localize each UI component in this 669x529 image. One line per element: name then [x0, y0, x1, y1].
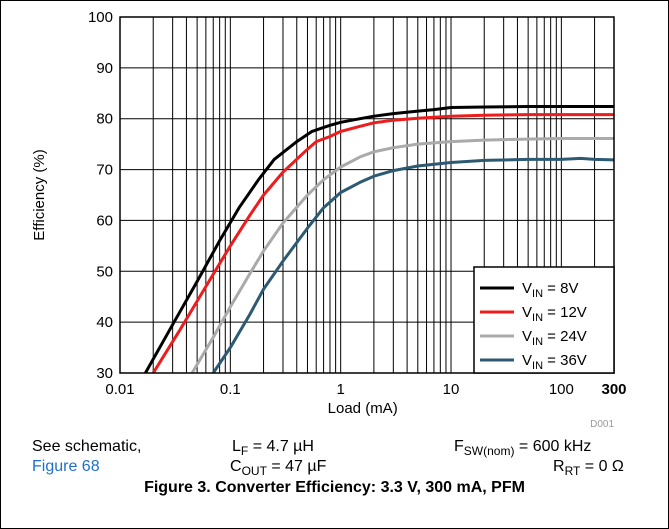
rt-resistor-value: RRT = 0 Ω [553, 458, 624, 478]
switching-frequency-value: FSW(nom) = 600 kHz [454, 438, 592, 458]
legend-label-4: VIN = 36V [522, 352, 587, 372]
x-tick-label: 0.1 [220, 381, 241, 398]
series-line-4 [211, 156, 614, 373]
lf-symbol: L [232, 438, 241, 455]
inductor-value: LF = 4.7 µH [232, 438, 314, 458]
y-tick-label: 90 [96, 60, 113, 77]
rrt-subscript: RT [564, 464, 581, 478]
y-tick-label: 80 [96, 111, 113, 128]
output-capacitor-value: COUT = 47 µF [230, 458, 327, 478]
y-tick-label: 40 [96, 314, 113, 331]
y-tick-label: 30 [96, 365, 113, 382]
x-tick-label: 10 [443, 381, 460, 398]
legend-label-3: VIN = 24V [522, 328, 587, 348]
cout-value: = 47 µF [266, 458, 327, 475]
x-tick-label: 1 [337, 381, 345, 398]
legend-label-1: VIN = 8V [522, 280, 578, 300]
figure-68-link[interactable]: Figure 68 [32, 458, 100, 475]
y-axis-title: Efficiency (%) [31, 149, 48, 240]
series-line-2 [151, 113, 614, 373]
see-schematic-text: See schematic, [32, 438, 142, 455]
legend-label-2: VIN = 12V [522, 304, 587, 324]
x-tick-label: 0.01 [105, 381, 134, 398]
cout-symbol: C [230, 458, 242, 475]
figure-caption: Figure 3. Converter Efficiency: 3.3 V, 3… [144, 479, 525, 496]
series-line-1 [144, 105, 614, 373]
x-tick-label: 100 [549, 381, 574, 398]
legend-box [473, 266, 615, 374]
x-axis-title: Load (mA) [328, 400, 398, 417]
fsw-symbol: F [454, 438, 464, 455]
plot-border [119, 16, 615, 374]
fsw-value: = 600 kHz [514, 438, 592, 455]
lf-value: = 4.7 µH [248, 438, 314, 455]
y-tick-label: 100 [88, 9, 113, 26]
legend: VIN = 8V VIN = 12V VIN = 24V VIN = 36V [473, 266, 615, 374]
fsw-subscript: SW(nom) [463, 444, 515, 458]
y-tick-label: 50 [96, 263, 113, 280]
y-tick-label: 60 [96, 212, 113, 229]
x-tick-label: 300 [601, 381, 626, 398]
rrt-value: = 0 Ω [580, 458, 624, 475]
lf-subscript: F [240, 444, 249, 458]
figure-id: D001 [590, 419, 614, 430]
series-group [144, 105, 614, 373]
cout-subscript: OUT [241, 464, 267, 478]
rrt-symbol: R [553, 458, 565, 475]
efficiency-chart: 30 40 50 60 70 80 90 100 0.01 0.1 1 10 100 300 Efficie… [31, 9, 627, 430]
y-tick-label: 70 [96, 162, 113, 179]
series-line-3 [190, 137, 614, 373]
